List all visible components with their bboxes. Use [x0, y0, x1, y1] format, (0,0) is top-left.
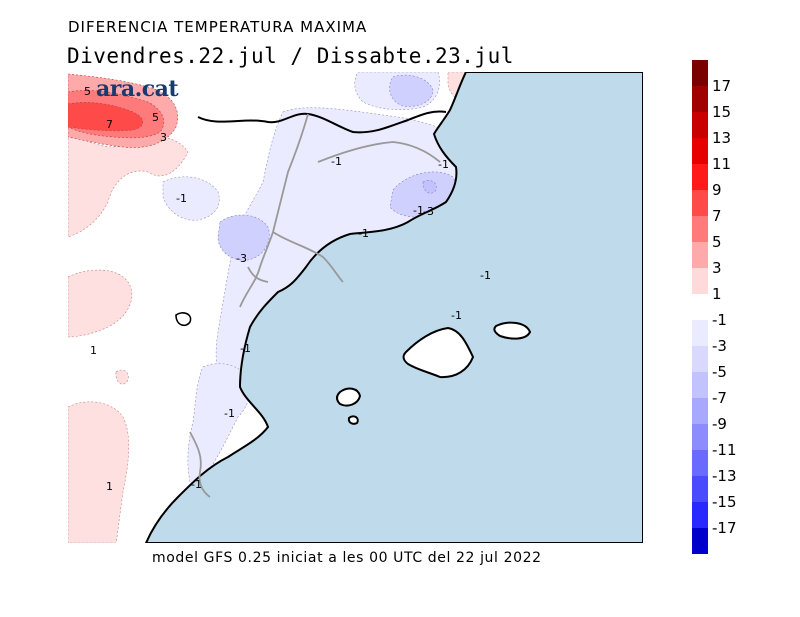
- small-region: [175, 312, 192, 327]
- cool-zone-west: [162, 176, 220, 221]
- warm-zone-small: [115, 369, 129, 385]
- legend-swatch-warm-0: [692, 60, 708, 86]
- cool-core-northeast: [389, 74, 434, 107]
- legend-label-cold-6: -13: [712, 467, 737, 485]
- legend-label-cold-3: -7: [712, 389, 727, 407]
- legend-label-cold-4: -9: [712, 415, 727, 433]
- legend-label-cold-5: -11: [712, 441, 737, 459]
- contour-label: -1: [480, 269, 491, 282]
- contour-label: -1: [176, 192, 187, 205]
- contour-label: 1: [106, 480, 113, 493]
- contour-label: -1: [438, 158, 449, 171]
- model-caption: model GFS 0.25 iniciat a les 00 UTC del …: [152, 550, 542, 566]
- island-formentera: [347, 415, 359, 425]
- map-subtitle: Divendres.22.jul / Dissabte.23.jul: [67, 44, 514, 68]
- legend-label-warm-7: 3: [712, 259, 722, 277]
- legend-swatch-cold-5: [692, 450, 708, 476]
- legend-swatch-cold-1: [692, 346, 708, 372]
- sea: [144, 72, 643, 543]
- cool-core-small: [422, 180, 437, 194]
- legend-swatch-warm-1: [692, 86, 708, 112]
- legend-swatch-cold-4: [692, 424, 708, 450]
- warm-zone-west: [68, 131, 189, 238]
- map-canvas: 5 7 5 3 -1 -1 -1 -1 -3 -1 -3 -1 -1 1 -1 …: [68, 72, 643, 543]
- border-regional-3: [317, 141, 441, 163]
- contour-label: -1: [358, 227, 369, 240]
- legend-swatch-cold-2: [692, 372, 708, 398]
- contour-label: 5: [152, 111, 159, 124]
- map-title: DIFERENCIA TEMPERATURA MAXIMA: [68, 18, 368, 36]
- legend-label-warm-5: 7: [712, 207, 722, 225]
- legend-swatch-warm-6: [692, 216, 708, 242]
- contour-label: -1: [224, 407, 235, 420]
- legend-label-warm-4: 9: [712, 181, 722, 199]
- contour-label: 1: [90, 344, 97, 357]
- island-eivissa: [336, 387, 362, 407]
- legend-label-cold-8: -17: [712, 519, 737, 537]
- border-france: [197, 110, 447, 134]
- legend-label-cold-2: -5: [712, 363, 727, 381]
- legend-label-cold-1: -3: [712, 337, 727, 355]
- legend-label-warm-2: 13: [712, 129, 731, 147]
- contour-label: 3: [160, 131, 167, 144]
- color-legend: 17 15 13 11 9 7 5 3 1 -1 -3 -5 -7 -9 -11 -13 -15 -17: [692, 60, 792, 560]
- contour-label: -3: [423, 205, 434, 218]
- legend-canvas: 17 15 13 11 9 7 5 3 1 -1 -3 -5 -7 -9 -11 -13 -15 -17: [692, 60, 737, 554]
- legend-swatch-cold-3: [692, 398, 708, 424]
- temperature-map: 5 7 5 3 -1 -1 -1 -1 -3 -1 -3 -1 -1 1 -1 …: [68, 72, 643, 543]
- legend-label-warm-8: 1: [712, 285, 722, 303]
- contour-label: -1: [451, 309, 462, 322]
- contour-label: -1: [331, 155, 342, 168]
- contour-label: -1: [191, 478, 202, 491]
- legend-label-warm-1: 15: [712, 103, 731, 121]
- legend-swatch-warm-4: [692, 164, 708, 190]
- legend-swatch-cold-6: [692, 476, 708, 502]
- legend-swatch-cold-8: [692, 528, 708, 554]
- legend-swatch-warm-3: [692, 138, 708, 164]
- aracat-logo: ara.cat: [96, 76, 179, 102]
- border-regional-2: [272, 231, 344, 283]
- legend-label-warm-0: 17: [712, 77, 731, 95]
- legend-swatch-warm-7: [692, 242, 708, 268]
- border-regional-5: [189, 431, 211, 498]
- contour-label: -3: [236, 252, 247, 265]
- contour-label: 7: [106, 118, 113, 131]
- legend-label-cold-0: -1: [712, 311, 727, 329]
- warm-zone-southwest-2: [68, 401, 130, 543]
- contour-label: -1: [413, 204, 424, 217]
- legend-swatch-cold-7: [692, 502, 708, 528]
- legend-swatch-warm-8: [692, 268, 708, 294]
- contour-label: -1: [240, 342, 251, 355]
- legend-swatch-cold-0: [692, 320, 708, 346]
- legend-swatch-warm-5: [692, 190, 708, 216]
- cool-core-lleida: [217, 214, 270, 261]
- border-regional-4: [247, 266, 269, 283]
- legend-label-warm-6: 5: [712, 233, 722, 251]
- island-menorca: [493, 321, 532, 340]
- contour-label: 5: [84, 85, 91, 98]
- island-mallorca: [402, 326, 475, 379]
- legend-swatch-warm-2: [692, 112, 708, 138]
- legend-label-cold-7: -15: [712, 493, 737, 511]
- warm-zone-southwest-1: [68, 269, 133, 338]
- warm-core-7: [68, 102, 144, 132]
- legend-label-warm-3: 11: [712, 155, 731, 173]
